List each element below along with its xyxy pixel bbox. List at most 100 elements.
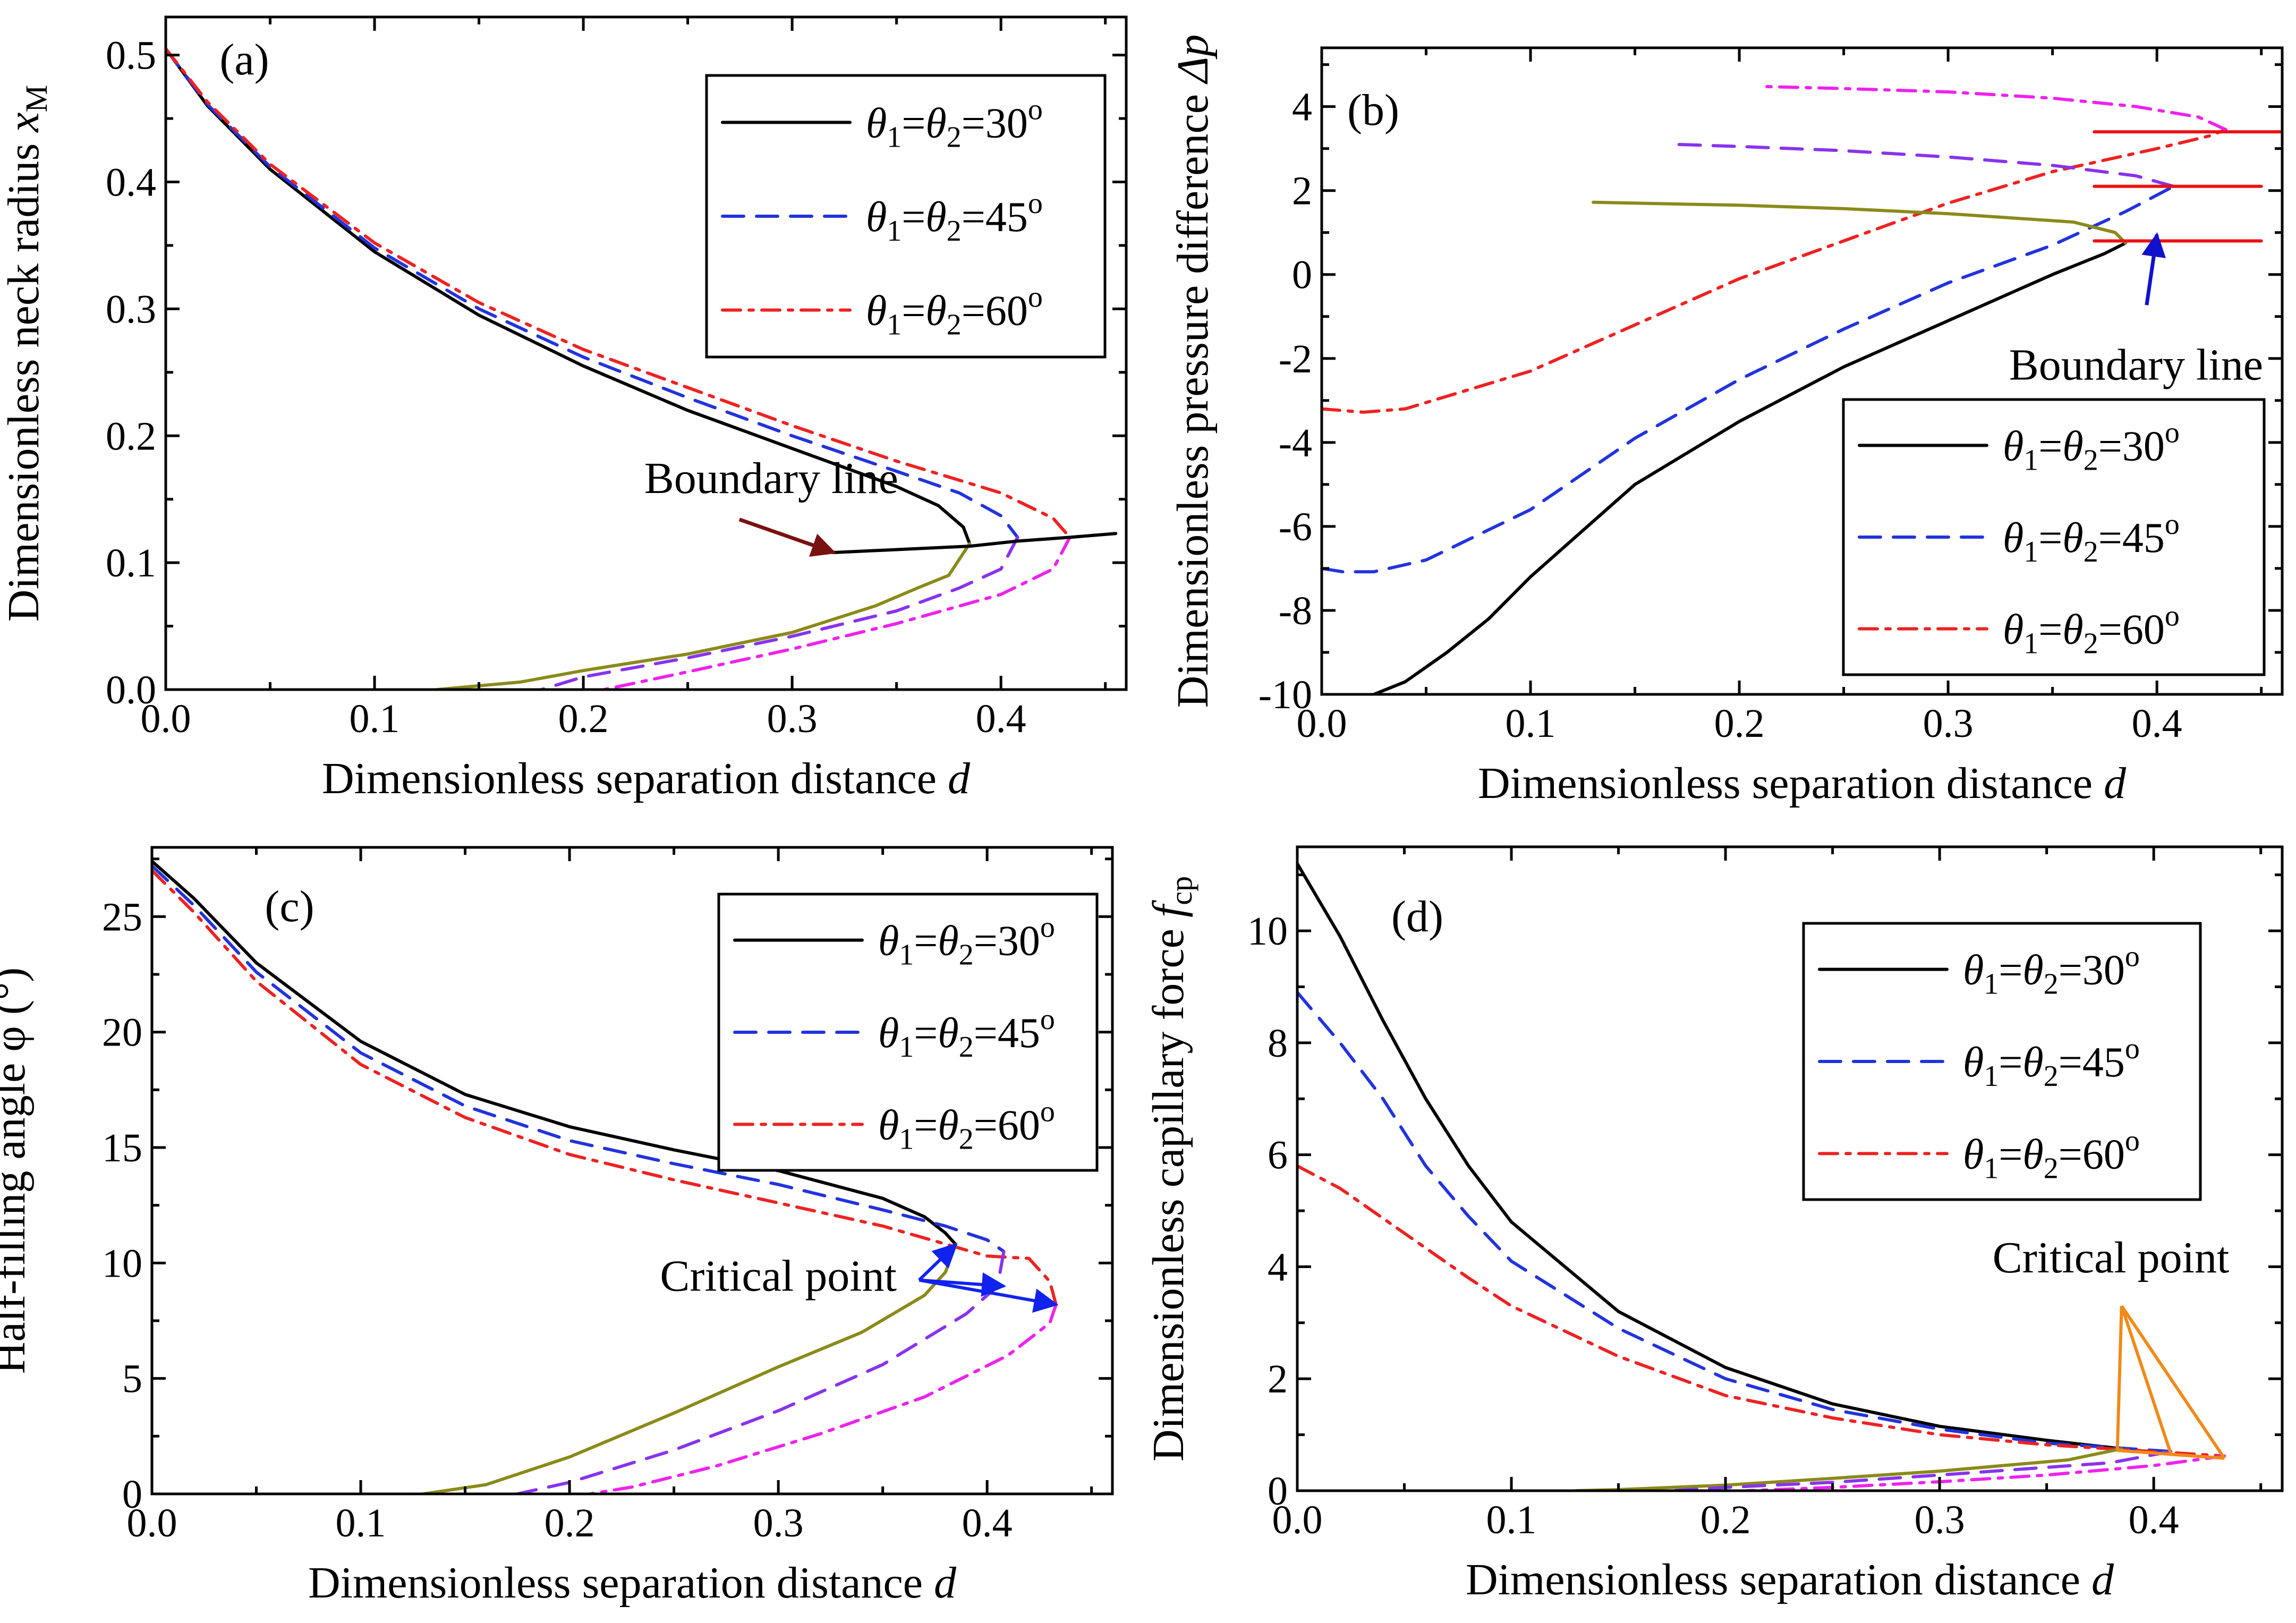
x-tick-label: 0.4	[2132, 701, 2182, 746]
x-tick-label: 0.4	[976, 696, 1026, 741]
series-line-1	[166, 47, 972, 546]
x-tick-label: 0.2	[1700, 1498, 1751, 1542]
series-line-3	[1297, 1164, 2226, 1458]
legend-label: θ1=θ2=30o	[866, 93, 1043, 154]
y-tick-label: 20	[102, 1010, 142, 1055]
x-tick-label: 0.4	[962, 1501, 1013, 1545]
legend-label: θ1=θ2=60o	[1963, 1124, 2140, 1185]
series-line-2	[166, 47, 1019, 539]
y-tick-label: 4	[1268, 1245, 1288, 1289]
x-tick-label: 0.3	[1923, 701, 1974, 746]
legend-label: θ1=θ2=30o	[2003, 416, 2180, 477]
plot-frame	[164, 15, 1128, 691]
x-tick-label: 0.0	[127, 1501, 177, 1545]
annotation-line	[2120, 1305, 2226, 1459]
series-line-1	[1372, 241, 2128, 694]
series-line-2	[1297, 991, 2173, 1454]
panel-label: (b)	[1347, 86, 1399, 135]
y-tick-label: 15	[102, 1126, 142, 1170]
x-tick-label: 0.1	[1486, 1498, 1537, 1542]
y-tick-label: 10	[102, 1241, 142, 1286]
panel-d: 0.0 0.1 0.2 0.3 0.4 0 2 4 6 8 10 (d) Dimensionless s…	[1144, 845, 2284, 1604]
series-line-6	[589, 1303, 1058, 1494]
series-line-6	[602, 536, 1072, 690]
x-tick-label: 0.3	[767, 696, 818, 741]
y-tick-label: 0.4	[106, 160, 156, 205]
x-tick-label: 0.1	[1506, 701, 1556, 746]
x-tick-label: 0.0	[1297, 701, 1347, 746]
annotation-line	[2117, 1449, 2225, 1460]
y-tick-label: 8	[1268, 1021, 1288, 1066]
y-axis-title: Half-filling angle φ (°)	[0, 967, 35, 1374]
series-line-1	[1297, 862, 2123, 1450]
annotation-text: Critical point	[1993, 1233, 2230, 1282]
plot-frame	[1296, 845, 2284, 1492]
y-tick-label: 0	[122, 1472, 142, 1517]
series-line-6	[1758, 84, 2227, 132]
y-tick-label: 0.0	[106, 668, 156, 712]
x-axis-title: Dimensionless separation distance d	[322, 754, 971, 803]
series-line-6	[1745, 1454, 2226, 1491]
panel-b: 0.0 0.1 0.2 0.3 0.4 -10 -8 -6 -4 -2 0 2 4 (b) Dimensio…	[1168, 35, 2284, 808]
x-axis-title: Dimensionless separation distance d	[1478, 759, 2127, 808]
series-group	[1297, 862, 2226, 1491]
series-line-3	[166, 47, 1072, 539]
series-line-4	[436, 542, 972, 690]
annotation-text: Boundary line	[644, 454, 898, 503]
y-axis-title: Dimensionless capillary force fcp	[1144, 876, 1198, 1461]
plot-frame	[1320, 46, 2284, 696]
series-line-2	[1322, 184, 2175, 574]
annotation-arrow	[919, 1278, 1059, 1313]
panel-c-plot: 0.0 0.1 0.2 0.3 0.4 0 5 10 15 20 25 (c) Dimensionles…	[0, 846, 1114, 1608]
panel-a-plot: 0.0 0.1 0.2 0.3 0.4 0.0 0.1 0.2 0.3 0.4 0.5 (a) Dime…	[0, 15, 1128, 803]
y-tick-label: 6	[1268, 1133, 1288, 1178]
y-tick-label: 5	[122, 1357, 142, 1401]
x-axis-title: Dimensionless separation distance d	[308, 1558, 957, 1608]
annotation-arrow	[738, 517, 837, 557]
y-tick-label: 0	[1268, 1469, 1288, 1514]
annotation-arrow	[2141, 232, 2166, 305]
legend-label: θ1=θ2=45o	[1963, 1032, 2140, 1093]
series-line-7	[832, 532, 1118, 554]
series-line-5	[1675, 142, 2175, 188]
panel-a-legend: θ1=θ2=30o θ1=θ2=45o θ1=θ2=60o	[705, 74, 1107, 359]
y-tick-label: 4	[1292, 85, 1312, 130]
y-tick-label: 2	[1268, 1357, 1288, 1401]
x-tick-label: 0.0	[1272, 1498, 1323, 1542]
legend-label: θ1=θ2=45o	[866, 187, 1043, 248]
legend-label: θ1=θ2=45o	[2003, 508, 2180, 568]
x-tick-label: 0.1	[336, 1501, 386, 1545]
y-tick-label: 0.3	[106, 287, 156, 332]
y-tick-label: 0	[1292, 253, 1312, 298]
panel-d-legend: θ1=θ2=30o θ1=θ2=45o θ1=θ2=60o	[1802, 922, 2202, 1201]
legend-label: θ1=θ2=45o	[878, 1003, 1055, 1064]
annotation-text: Critical point	[660, 1252, 897, 1301]
y-tick-label: -6	[1279, 505, 1312, 549]
x-tick-label: 0.1	[350, 696, 400, 741]
annotation-text: Boundary line	[2009, 340, 2263, 389]
panel-label: (a)	[219, 35, 269, 84]
series-line-3	[1322, 128, 2227, 414]
plot-frame	[150, 846, 1114, 1495]
y-tick-label: -10	[1258, 673, 1312, 717]
panel-c: 0.0 0.1 0.2 0.3 0.4 0 5 10 15 20 25 (c) Dimensionles…	[0, 846, 1114, 1608]
x-tick-label: 0.2	[558, 696, 609, 741]
panel-c-legend: θ1=θ2=30o θ1=θ2=45o θ1=θ2=60o	[717, 893, 1099, 1172]
y-tick-label: 0.5	[106, 33, 156, 78]
panel-b-legend: θ1=θ2=30o θ1=θ2=45o θ1=θ2=60o	[1842, 398, 2266, 676]
annotation-line	[2120, 1305, 2173, 1455]
panel-label: (d)	[1391, 892, 1443, 941]
y-tick-label: 0.1	[106, 541, 156, 585]
panel-a: 0.0 0.1 0.2 0.3 0.4 0.0 0.1 0.2 0.3 0.4 0.5 (a) Dime…	[0, 15, 1128, 803]
x-tick-label: 0.4	[2129, 1498, 2179, 1542]
legend-label: θ1=θ2=60o	[866, 281, 1043, 342]
y-tick-label: 0.2	[106, 414, 156, 458]
y-tick-label: 2	[1292, 169, 1312, 214]
series-line-5	[1670, 1450, 2173, 1491]
panel-d-plot: 0.0 0.1 0.2 0.3 0.4 0 2 4 6 8 10 (d) Dimensionless s…	[1144, 845, 2284, 1604]
y-tick-label: -2	[1279, 337, 1312, 381]
x-axis-title: Dimensionless separation distance d	[1466, 1555, 2114, 1604]
legend-label: θ1=θ2=60o	[878, 1095, 1055, 1155]
panel-b-plot: 0.0 0.1 0.2 0.3 0.4 -10 -8 -6 -4 -2 0 2 4 (b) Dimensio…	[1168, 35, 2284, 808]
